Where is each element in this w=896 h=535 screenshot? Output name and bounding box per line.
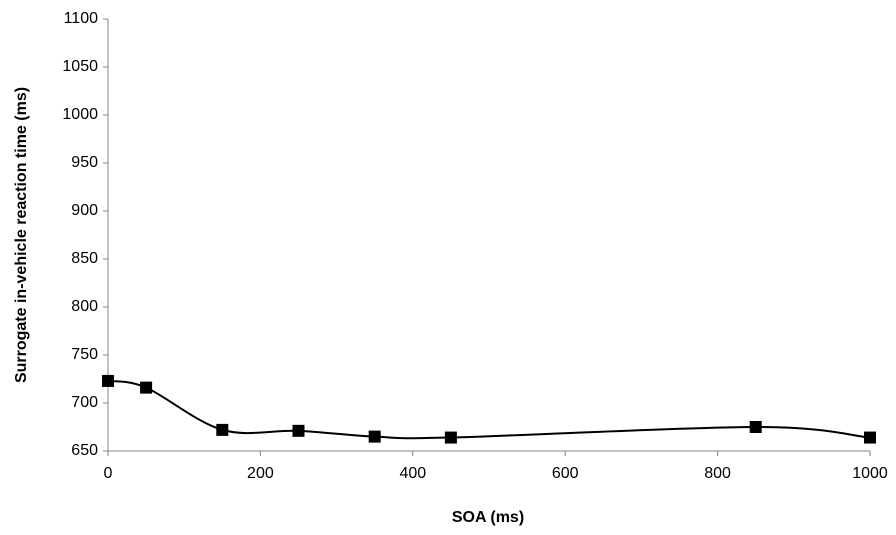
x-tick-label: 0	[104, 465, 113, 482]
y-axis-title: Surrogate in-vehicle reaction time (ms)	[13, 87, 30, 383]
marker	[102, 374, 114, 387]
marker	[864, 431, 876, 444]
y-tick-label: 800	[71, 298, 98, 315]
y-tick-label: 900	[71, 202, 98, 219]
x-tick-label: 600	[552, 465, 579, 482]
y-tick-label: 1000	[62, 106, 98, 123]
marker	[292, 424, 305, 437]
marker	[216, 423, 229, 436]
x-tick-label: 200	[247, 465, 274, 482]
y-tick-label: 750	[71, 346, 98, 363]
x-tick-label: 400	[399, 465, 426, 482]
y-tick-label: 700	[71, 394, 98, 411]
y-tick-label: 850	[71, 250, 98, 267]
x-tick-label: 800	[704, 465, 731, 482]
y-tick-label: 950	[71, 154, 98, 171]
x-tick-label: 1000	[852, 465, 888, 482]
marker	[140, 381, 153, 394]
marker	[444, 431, 457, 444]
y-tick-label: 650	[71, 442, 98, 459]
marker	[749, 421, 762, 433]
marker	[368, 430, 381, 443]
x-axis-title: SOA (ms)	[452, 509, 524, 526]
y-tick-label: 1100	[64, 10, 99, 27]
y-tick-label: 1050	[62, 58, 98, 75]
